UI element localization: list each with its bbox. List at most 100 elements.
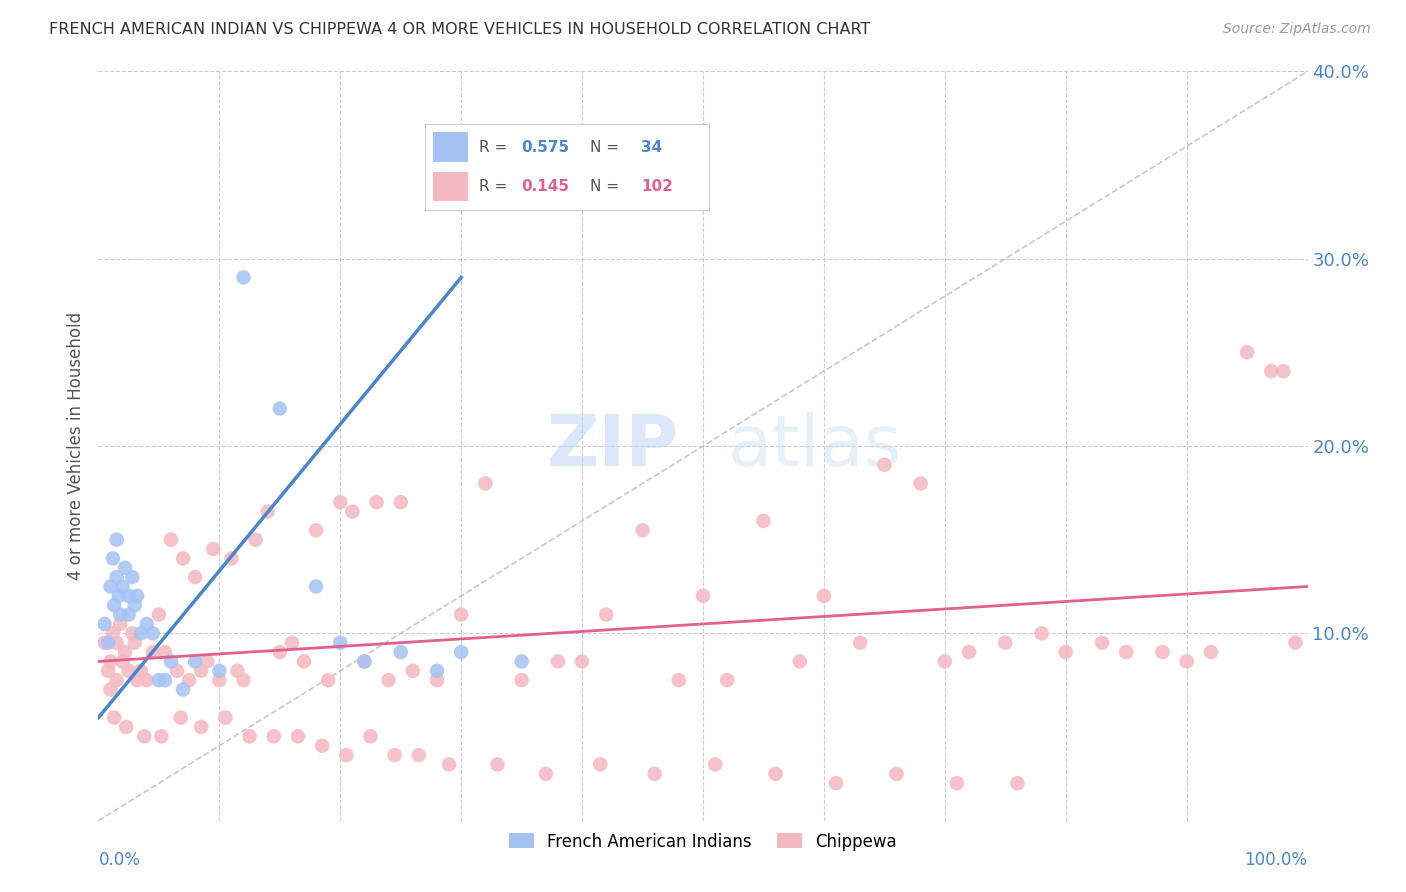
Point xyxy=(1152,645,1174,659)
Point xyxy=(108,617,131,632)
Point xyxy=(97,664,120,678)
Point xyxy=(934,655,956,669)
Point xyxy=(100,580,122,594)
Point xyxy=(232,270,254,285)
Point xyxy=(716,673,738,688)
Point xyxy=(1031,626,1053,640)
Point xyxy=(153,645,176,659)
Point xyxy=(571,655,593,669)
Point xyxy=(108,589,131,603)
Point xyxy=(305,580,328,594)
Point xyxy=(239,730,262,744)
Point xyxy=(1115,645,1137,659)
Point xyxy=(245,533,267,547)
Point xyxy=(172,551,194,566)
Point xyxy=(389,645,412,659)
Point xyxy=(93,635,115,649)
Point xyxy=(692,589,714,603)
Point xyxy=(360,730,382,744)
Point xyxy=(873,458,896,472)
Point xyxy=(474,476,496,491)
Point xyxy=(668,673,690,688)
Point xyxy=(1260,364,1282,378)
Point xyxy=(1284,635,1306,649)
Point xyxy=(148,673,170,688)
Point xyxy=(153,673,176,688)
Point xyxy=(269,401,291,416)
Point xyxy=(316,673,339,688)
Point xyxy=(208,673,231,688)
Point xyxy=(105,635,128,649)
Point xyxy=(148,607,170,622)
Point xyxy=(631,523,654,537)
Text: FRENCH AMERICAN INDIAN VS CHIPPEWA 4 OR MORE VEHICLES IN HOUSEHOLD CORRELATION C: FRENCH AMERICAN INDIAN VS CHIPPEWA 4 OR … xyxy=(49,22,870,37)
Point xyxy=(765,767,787,781)
Point xyxy=(101,626,124,640)
Point xyxy=(160,533,183,547)
Point xyxy=(118,607,141,622)
Point xyxy=(486,757,509,772)
Point xyxy=(437,757,460,772)
Text: 0.0%: 0.0% xyxy=(98,851,141,869)
Point xyxy=(329,635,352,649)
Point xyxy=(825,776,848,790)
Point xyxy=(335,747,357,762)
Point xyxy=(595,607,617,622)
Point xyxy=(208,664,231,678)
Point xyxy=(704,757,727,772)
Point xyxy=(256,505,278,519)
Point xyxy=(97,635,120,649)
Point xyxy=(957,645,980,659)
Y-axis label: 4 or more Vehicles in Household: 4 or more Vehicles in Household xyxy=(66,312,84,580)
Point xyxy=(105,673,128,688)
Point xyxy=(450,645,472,659)
Point xyxy=(389,495,412,509)
Point xyxy=(1007,776,1029,790)
Point xyxy=(115,720,138,734)
Point xyxy=(886,767,908,781)
Point xyxy=(103,710,125,724)
Text: Source: ZipAtlas.com: Source: ZipAtlas.com xyxy=(1223,22,1371,37)
Point xyxy=(111,655,134,669)
Point xyxy=(214,710,236,724)
Point xyxy=(134,730,156,744)
Point xyxy=(103,599,125,613)
Point xyxy=(450,607,472,622)
Point xyxy=(195,655,218,669)
Point xyxy=(269,645,291,659)
Text: 100.0%: 100.0% xyxy=(1244,851,1308,869)
Point xyxy=(108,607,131,622)
Point xyxy=(946,776,969,790)
Point xyxy=(311,739,333,753)
Point xyxy=(232,673,254,688)
Point xyxy=(184,570,207,584)
Point xyxy=(150,730,173,744)
Point xyxy=(135,673,157,688)
Point xyxy=(202,542,225,557)
Legend: French American Indians, Chippewa: French American Indians, Chippewa xyxy=(502,826,904,857)
Point xyxy=(534,767,557,781)
Point xyxy=(124,635,146,649)
Point xyxy=(1054,645,1077,659)
Point xyxy=(910,476,932,491)
Point xyxy=(142,645,165,659)
Point xyxy=(172,682,194,697)
Point xyxy=(510,655,533,669)
Point xyxy=(994,635,1017,649)
Point xyxy=(111,580,134,594)
Point xyxy=(169,710,191,724)
Point xyxy=(510,673,533,688)
Point xyxy=(342,505,364,519)
Point xyxy=(752,514,775,528)
Point xyxy=(124,599,146,613)
Point xyxy=(353,655,375,669)
Point xyxy=(160,655,183,669)
Point xyxy=(105,533,128,547)
Point xyxy=(329,495,352,509)
Point xyxy=(1199,645,1222,659)
Point xyxy=(166,664,188,678)
Point xyxy=(789,655,811,669)
Point xyxy=(184,655,207,669)
Point xyxy=(190,720,212,734)
Point xyxy=(384,747,406,762)
